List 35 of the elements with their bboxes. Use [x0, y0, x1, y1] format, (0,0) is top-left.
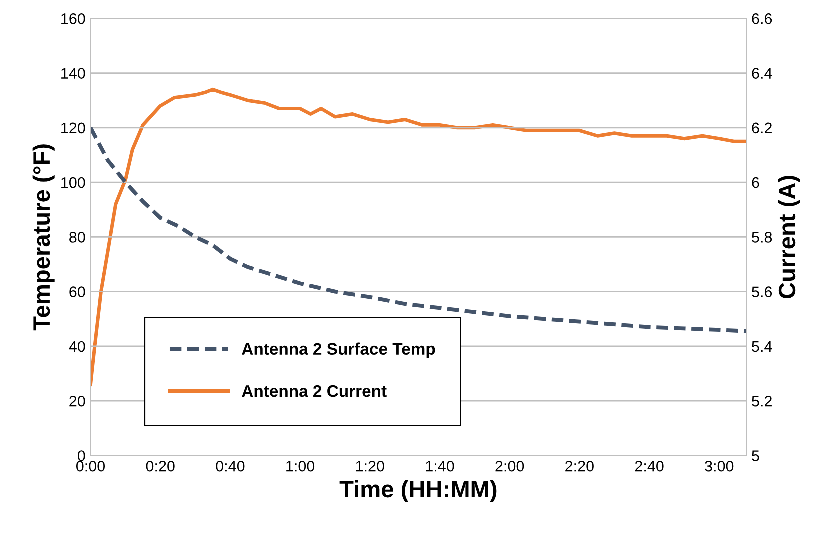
y2-tick-label: 6.4	[752, 68, 772, 79]
y-tick-label: 20	[70, 396, 86, 407]
line-series	[90, 88, 747, 386]
y2-axis-title: Current (A)	[778, 176, 800, 299]
x-tick-label: 2:40	[635, 460, 664, 472]
y2-tick-label: 5.4	[752, 341, 772, 352]
x-tick-label: 2:00	[496, 460, 524, 472]
legend-label: Antenna 2 Current	[242, 385, 387, 398]
x-tick-label: 0:00	[76, 460, 106, 472]
line-series	[90, 126, 747, 334]
y2-tick-label: 6.2	[752, 122, 772, 134]
x-tick-label: 2:20	[566, 460, 594, 472]
x-tick-label: 1:00	[286, 460, 315, 472]
y2-tick-label: 6.6	[752, 14, 772, 24]
y-tick-label: 140	[62, 68, 86, 79]
y-tick-label: 40	[69, 341, 86, 352]
legend-label: Antenna 2 Surface Temp	[242, 342, 436, 358]
y-tick-label: 0	[78, 450, 86, 462]
x-tick-label: 3:00	[705, 460, 734, 472]
y2-tick-label: 5.6	[752, 286, 772, 298]
y-axis-title: Temperature (°F)	[32, 144, 55, 331]
x-tick-label: 1:40	[426, 460, 454, 472]
y2-tick-label: 5	[752, 450, 760, 462]
y-tick-label: 60	[70, 286, 86, 298]
x-tick-label: 0:40	[216, 460, 245, 472]
x-axis-title: Time (HH:MM)	[340, 480, 497, 502]
y2-tick-label: 5.8	[752, 232, 772, 243]
y-tick-label: 120	[62, 122, 86, 134]
y-tick-label: 160	[62, 14, 86, 24]
x-tick-label: 1:20	[356, 460, 384, 472]
y-tick-label: 80	[70, 232, 86, 243]
y2-tick-label: 5.2	[752, 396, 772, 407]
y2-tick-label: 6	[752, 177, 760, 188]
y-tick-label: 100	[62, 177, 86, 188]
x-tick-label: 0:20	[146, 460, 175, 472]
